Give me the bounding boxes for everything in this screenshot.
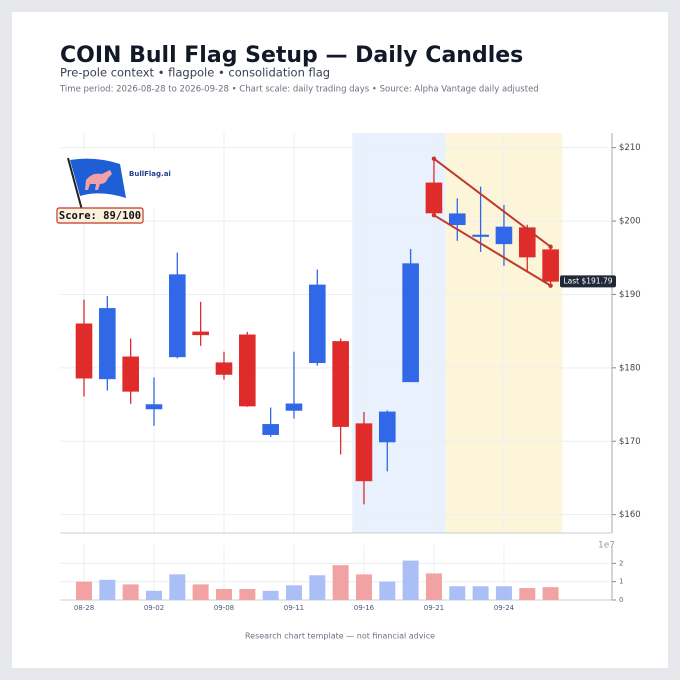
candle-body: [169, 274, 186, 358]
y-tick-label: $180: [619, 363, 641, 373]
channel-point: [431, 156, 437, 161]
volume-bar: [262, 590, 279, 600]
candle-body: [472, 234, 489, 237]
last-tag: [560, 275, 616, 288]
volume-bar: [215, 589, 232, 600]
volume-bar: [76, 581, 92, 600]
candle-body: [285, 403, 303, 411]
x-tick-label: 09-11: [284, 604, 304, 612]
volume-bar: [169, 574, 186, 600]
x-tick-label: 09-08: [214, 604, 234, 612]
volume-tick-label: 1: [619, 578, 623, 586]
candle-body: [122, 356, 139, 392]
volume-bar: [309, 575, 326, 600]
candle-body: [145, 404, 163, 410]
volume-bar: [472, 586, 489, 600]
volume-bar: [192, 584, 209, 600]
candle-body: [262, 424, 279, 435]
volume-scale: 1e7: [598, 541, 615, 551]
channel-point: [548, 244, 553, 249]
volume-bar: [379, 581, 396, 600]
candle-body: [518, 227, 536, 258]
plot: $160 $170 $180 $190 $200 $210 0 1 2 1e7 08-28 09-02…: [60, 133, 641, 612]
volume-bar: [519, 588, 536, 600]
y-tick-label: $200: [619, 217, 641, 227]
subtitle: Pre-pole context • flagpole • consolidat…: [60, 66, 330, 80]
candle-body: [99, 308, 116, 380]
y-tick-label: $160: [619, 510, 641, 520]
brand: BullFlag.ai: [129, 170, 171, 178]
badge: BullFlag.ai Score: 89/100: [56, 150, 171, 224]
meta: Time period: 2026-08-28 to 2026-09-28 • …: [59, 85, 539, 95]
chart-title: COIN Bull Flag Setup — Daily Candles: [60, 43, 523, 68]
y-tick-label: $210: [619, 143, 641, 153]
channel-point: [548, 283, 553, 288]
candle-body: [308, 284, 326, 364]
candle-body: [215, 362, 233, 375]
candle-body: [448, 213, 466, 226]
channel-point: [431, 213, 437, 218]
volume-bar: [425, 573, 442, 600]
volume-bar: [99, 579, 116, 600]
last-label: Last $191.79: [563, 276, 612, 285]
candle-body: [239, 334, 256, 407]
score: Score: 89/100: [59, 210, 141, 222]
channel-line: [433, 157, 552, 248]
volume-tick-label: 0: [619, 596, 623, 604]
volume-bar: [239, 589, 256, 600]
bull-icon: [85, 170, 112, 190]
x-tick-label: 09-21: [424, 604, 444, 612]
volume-bar: [145, 590, 162, 600]
volume-tick-label: 2: [619, 559, 623, 567]
volume-bar: [355, 574, 372, 600]
candle-body: [378, 411, 396, 443]
candle-body: [192, 331, 209, 336]
y-tick-label: $170: [619, 437, 641, 447]
x-tick-label: 08-28: [74, 604, 94, 612]
x-tick-label: 09-16: [354, 604, 375, 612]
volume-bar: [402, 560, 419, 600]
volume-bar: [332, 565, 349, 600]
candle-body: [332, 341, 349, 427]
flag-pole: [67, 157, 83, 211]
candle-body: [75, 323, 93, 379]
volume-bar: [285, 585, 302, 600]
volume-bar: [495, 586, 512, 600]
footer: Research chart template — not financial …: [245, 632, 435, 641]
candle-body: [425, 182, 443, 214]
x-tick-label: 09-02: [144, 604, 164, 612]
candle-body: [495, 226, 513, 245]
volume-bar: [449, 586, 466, 600]
candle-body: [402, 263, 419, 383]
volume-bar: [122, 584, 139, 600]
score-box: [56, 207, 144, 224]
y-tick-label: $190: [619, 290, 641, 300]
candle-body: [355, 423, 373, 482]
volume-bar: [542, 587, 559, 600]
channel-line: [433, 214, 552, 287]
x-tick-label: 09-24: [494, 604, 515, 612]
candle-body: [542, 249, 559, 282]
